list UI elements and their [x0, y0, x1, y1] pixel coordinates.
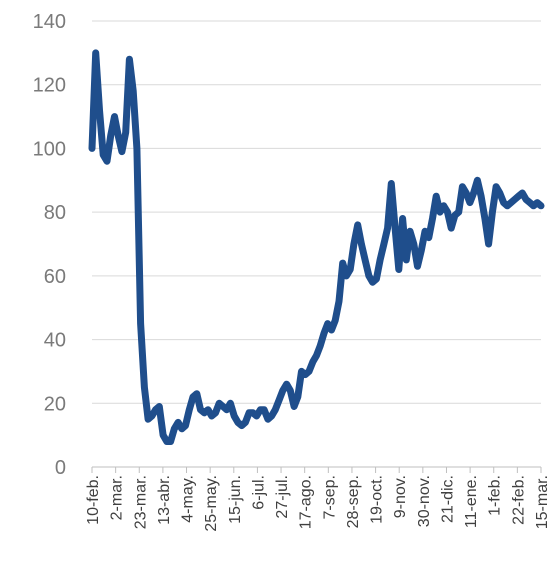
x-tick-label: 15-jun. [227, 475, 244, 524]
x-tick-label: 17-ago. [298, 475, 315, 529]
y-axis-tick-labels: 0 20 40 60 80 100 120 140 [33, 11, 66, 479]
x-tick-label: 22-feb. [510, 475, 527, 525]
y-tick-label: 100 [33, 138, 66, 160]
x-tick-label: 30-nov. [416, 475, 433, 527]
x-tick-label: 19-oct. [369, 475, 386, 524]
x-tick-label: 27-jul. [274, 475, 291, 519]
x-tick-label: 10-feb. [85, 475, 102, 525]
x-tick-label: 15-mar. [534, 475, 548, 529]
gridlines [92, 20, 541, 404]
x-axis-tick-labels: 10-feb. 2-mar. 23-mar. 13-abr. 4-may. 25-may.… [85, 475, 548, 532]
y-tick-label: 20 [44, 393, 66, 415]
y-tick-label: 80 [44, 202, 66, 224]
x-tick-label: 28-sep. [345, 475, 362, 528]
x-tick-label: 21-dic. [439, 475, 456, 523]
x-tick-label: 25-may. [203, 475, 220, 532]
x-tick-label: 23-mar. [132, 475, 149, 529]
y-tick-label: 120 [33, 75, 66, 97]
y-tick-label: 0 [55, 457, 66, 479]
x-tick-label: 6-jul. [250, 475, 267, 510]
x-tick-label: 9-nov. [392, 475, 409, 518]
y-tick-label: 40 [44, 330, 66, 352]
x-tick-label: 2-mar. [109, 475, 126, 520]
x-axis-tick-marks [91, 467, 542, 473]
x-tick-label: 1-feb. [487, 475, 504, 516]
series-layer [88, 49, 545, 445]
x-tick-label: 4-may. [180, 475, 197, 523]
series-line [88, 49, 545, 445]
y-tick-label: 140 [33, 11, 66, 33]
x-tick-label: 11-ene. [463, 475, 480, 528]
x-tick-label: 7-sep. [321, 475, 338, 519]
y-tick-label: 60 [44, 266, 66, 288]
x-tick-label: 13-abr. [156, 475, 173, 525]
